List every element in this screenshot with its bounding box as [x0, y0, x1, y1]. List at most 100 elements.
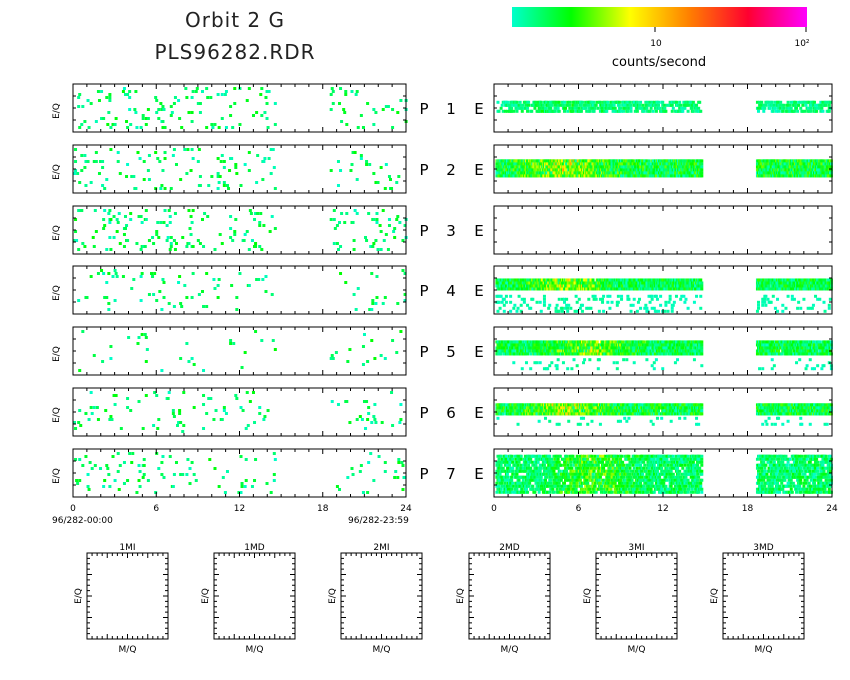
data-cell — [221, 476, 225, 479]
data-cell — [329, 218, 333, 221]
data-cell — [266, 409, 270, 412]
data-cell — [132, 175, 136, 178]
data-cell — [663, 287, 667, 291]
data-cell — [558, 168, 562, 172]
data-cell — [397, 175, 401, 178]
data-cell — [394, 470, 398, 473]
data-cell — [601, 103, 605, 107]
data-cell — [142, 160, 146, 163]
data-cell — [629, 109, 633, 113]
data-cell — [225, 184, 229, 187]
data-cell — [163, 157, 167, 160]
data-cell — [661, 106, 665, 110]
data-cell — [220, 242, 224, 245]
data-cell — [129, 409, 133, 412]
data-cell — [267, 157, 271, 160]
data-cell — [495, 171, 499, 175]
data-cell — [779, 281, 783, 285]
data-cell — [168, 221, 172, 224]
data-cell — [137, 479, 141, 482]
data-cell — [776, 297, 780, 301]
data-cell — [389, 178, 393, 181]
data-cell — [519, 309, 523, 313]
data-cell — [365, 160, 369, 163]
data-cell — [505, 109, 509, 113]
data-cell — [109, 345, 113, 348]
data-cell — [116, 470, 120, 473]
data-cell — [103, 296, 107, 299]
data-cell — [593, 294, 597, 298]
data-cell — [206, 96, 210, 99]
data-cell — [496, 100, 500, 104]
data-cell — [361, 363, 365, 366]
data-cell — [698, 100, 702, 104]
data-cell — [799, 281, 803, 285]
data-cell — [786, 100, 790, 104]
data-cell — [142, 458, 146, 461]
data-cell — [167, 302, 171, 305]
data-cell — [332, 218, 336, 221]
data-cell — [262, 224, 266, 227]
data-cell — [536, 281, 540, 285]
data-cell — [375, 221, 379, 224]
data-cell — [244, 427, 248, 430]
proton-panel-frame — [72, 326, 407, 376]
data-cell — [263, 157, 267, 160]
data-cell — [118, 242, 122, 245]
proton-panel-frame — [72, 387, 407, 437]
data-cell — [785, 159, 789, 163]
data-cell — [523, 352, 527, 356]
data-cell — [380, 421, 384, 424]
data-cell — [273, 348, 277, 351]
data-cell — [130, 461, 134, 464]
data-cell — [141, 114, 145, 117]
data-cell — [180, 126, 184, 129]
data-cell — [502, 297, 506, 301]
data-cell — [218, 233, 222, 236]
data-cell — [373, 418, 377, 421]
data-cell — [109, 126, 113, 129]
data-cell — [827, 103, 831, 107]
data-cell — [105, 296, 109, 299]
data-cell — [216, 172, 220, 175]
data-cell — [155, 233, 159, 236]
data-cell — [255, 278, 259, 281]
data-cell — [540, 109, 544, 113]
data-cell — [399, 418, 403, 421]
data-cell — [611, 109, 615, 113]
data-cell — [77, 421, 81, 424]
data-cell — [89, 275, 93, 278]
data-cell — [354, 93, 358, 96]
data-cell — [269, 148, 273, 151]
data-cell — [773, 306, 777, 310]
data-cell — [167, 209, 171, 212]
data-cell — [513, 303, 517, 307]
data-cell — [116, 221, 120, 224]
data-cell — [811, 103, 815, 107]
data-cell — [398, 221, 402, 224]
data-cell — [249, 212, 253, 215]
data-cell — [223, 93, 227, 96]
data-cell — [254, 245, 258, 248]
data-cell — [664, 303, 668, 307]
data-cell — [501, 284, 505, 288]
data-cell — [269, 172, 273, 175]
data-cell — [213, 123, 217, 126]
data-cell — [608, 306, 612, 310]
data-cell — [393, 236, 397, 239]
data-cell — [598, 100, 602, 104]
data-cell — [652, 306, 656, 310]
data-cell — [653, 106, 657, 110]
data-cell — [523, 106, 527, 110]
data-cell — [355, 212, 359, 215]
data-cell — [213, 248, 217, 251]
data-cell — [172, 239, 176, 242]
data-cell — [829, 162, 833, 166]
data-cell — [540, 352, 544, 356]
data-cell — [643, 174, 647, 178]
data-cell — [126, 163, 130, 166]
data-cell — [101, 360, 105, 363]
data-cell — [109, 248, 113, 251]
data-cell — [505, 346, 509, 350]
data-cell — [239, 455, 243, 458]
